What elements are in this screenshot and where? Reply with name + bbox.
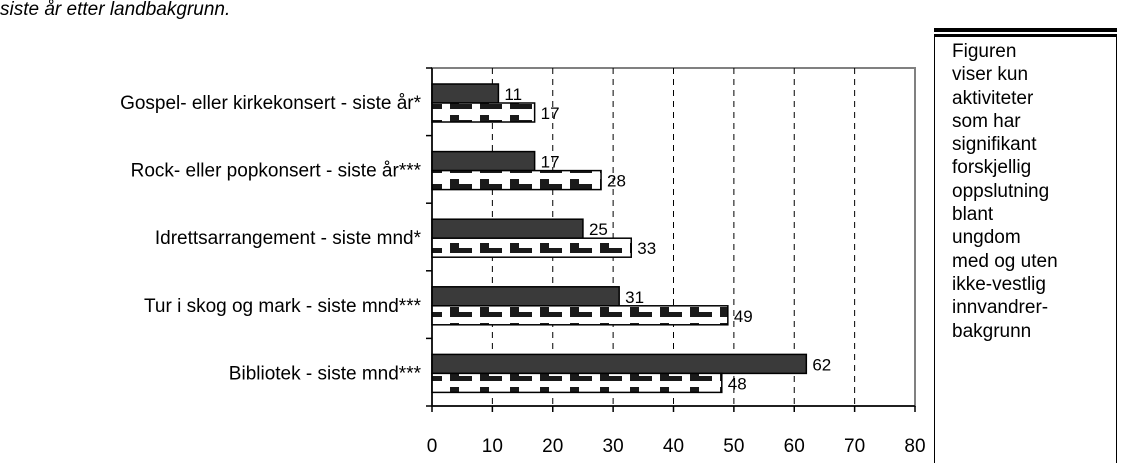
bar bbox=[431, 305, 729, 326]
bar bbox=[431, 102, 536, 123]
x-tick-label: 60 bbox=[784, 436, 805, 457]
x-tick-label: 50 bbox=[723, 436, 744, 457]
bar-value-label: 33 bbox=[637, 239, 656, 258]
category-label: Idrettsarrangement - siste mnd* bbox=[155, 228, 422, 249]
bar bbox=[431, 218, 584, 239]
bar bbox=[431, 237, 632, 258]
labels: 11 17 Gospel- eller kirkekonsert - siste å… bbox=[120, 85, 926, 457]
x-tick-label: 40 bbox=[663, 436, 684, 457]
x-tick-label: 0 bbox=[427, 436, 438, 457]
bar bbox=[431, 286, 620, 307]
note-rule bbox=[934, 28, 1117, 36]
bar-value-label: 17 bbox=[541, 104, 560, 123]
category-label: Tur i skog og mark - siste mnd*** bbox=[144, 296, 422, 317]
bar bbox=[431, 372, 723, 394]
chart-caption: siste år etter landbakgrunn. bbox=[0, 0, 231, 20]
bar-chart: 11 17 Gospel- eller kirkekonsert - siste å… bbox=[120, 67, 926, 457]
category-label: Rock- eller popkonsert - siste år*** bbox=[131, 161, 422, 182]
bar-value-label: 28 bbox=[607, 172, 626, 191]
x-tick-label: 70 bbox=[844, 436, 865, 457]
bar bbox=[431, 353, 808, 375]
bar-value-label: 31 bbox=[625, 288, 644, 307]
bar-value-label: 25 bbox=[589, 220, 608, 239]
bar-value-label: 48 bbox=[728, 374, 747, 393]
axes bbox=[426, 67, 916, 412]
bar bbox=[431, 150, 536, 172]
bar bbox=[431, 169, 602, 191]
category-label: Gospel- eller kirkekonsert - siste år* bbox=[120, 93, 422, 114]
x-tick-label: 20 bbox=[542, 436, 563, 457]
x-tick-label: 30 bbox=[603, 436, 624, 457]
bar-value-label: 11 bbox=[504, 85, 522, 104]
note-frame bbox=[934, 36, 1117, 463]
note-text: Figuren viser kun aktiviteter som har si… bbox=[952, 41, 1058, 342]
category-label: Bibliotek - siste mnd*** bbox=[229, 363, 422, 384]
x-tick-label: 10 bbox=[482, 436, 503, 457]
x-tick-label: 80 bbox=[904, 436, 925, 457]
bars bbox=[431, 83, 808, 394]
note-box: Figuren viser kun aktiviteter som har si… bbox=[934, 26, 1117, 463]
bar bbox=[431, 83, 500, 104]
bar-value-label: 17 bbox=[541, 153, 560, 172]
bar-value-label: 62 bbox=[812, 355, 831, 374]
bar-value-label: 49 bbox=[734, 307, 753, 326]
